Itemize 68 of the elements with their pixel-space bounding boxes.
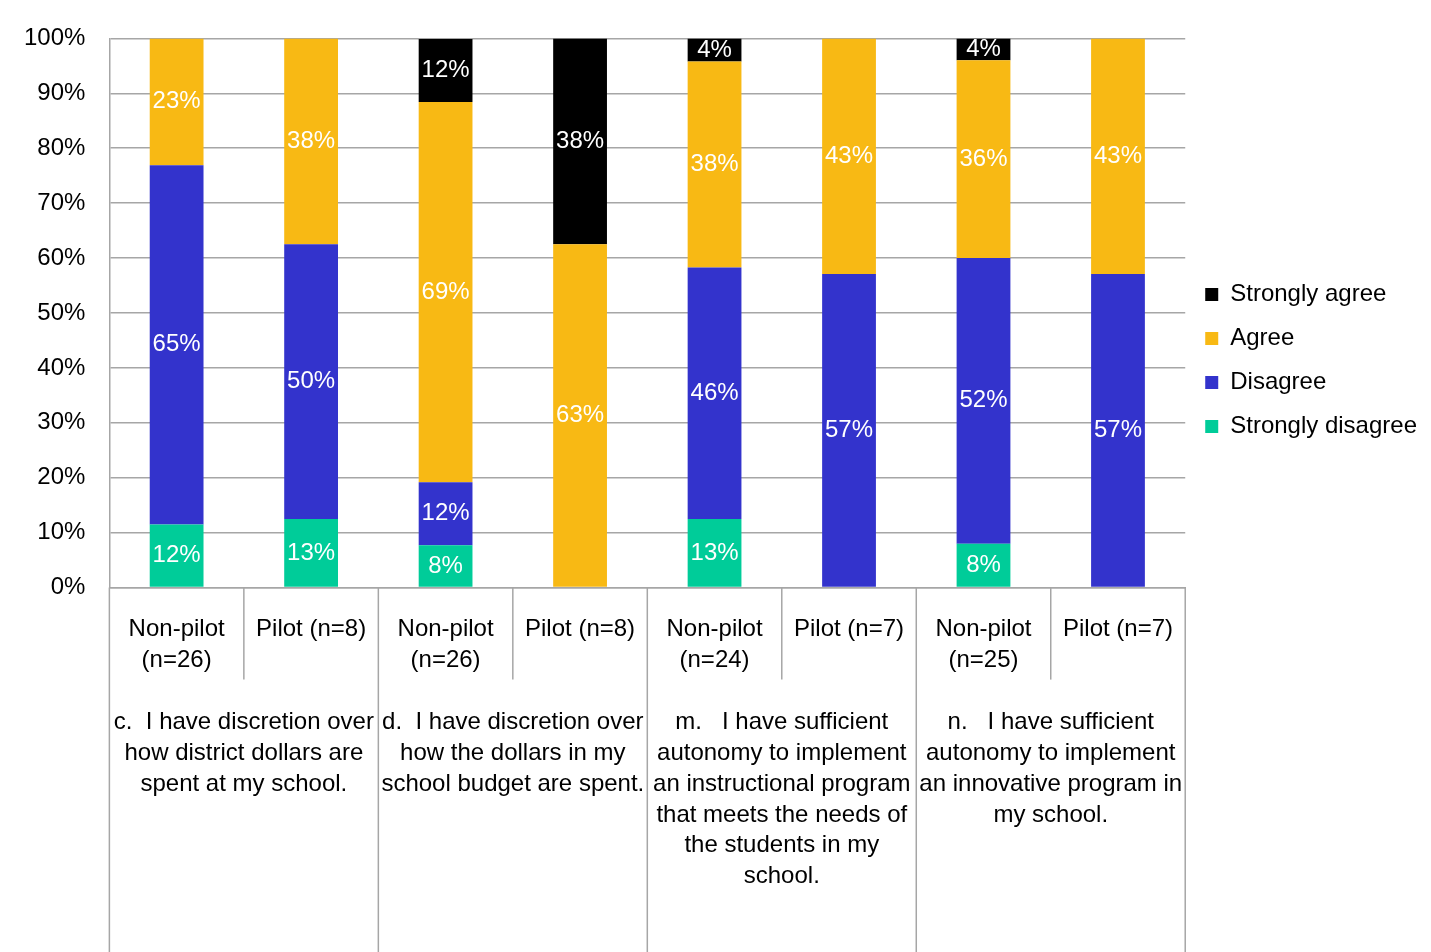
legend-label: Agree — [1230, 323, 1295, 351]
text: c. I have discretion over how district dollars are spent at my school. — [113, 707, 374, 796]
x-tick-label: Pilot (n=7) — [1062, 613, 1174, 641]
data-label: 36% — [959, 143, 1008, 171]
data-label: 12% — [152, 540, 201, 568]
data-label: 57% — [825, 415, 874, 443]
bar — [149, 165, 204, 525]
bar — [149, 524, 204, 587]
bar — [687, 61, 742, 268]
legend-label: Strongly agree — [1230, 279, 1387, 307]
data-label: 65% — [152, 329, 201, 357]
x-tick-label: Pilot (n=7) — [793, 613, 905, 641]
bar — [956, 60, 1011, 259]
bar — [1091, 38, 1145, 275]
y-tick-label: 90% — [37, 77, 86, 105]
data-label: 13% — [287, 537, 336, 565]
y-tick-label: 40% — [37, 352, 86, 380]
bar — [822, 38, 876, 275]
text: m. I have sufficient autonomy to implement an instructional program that meets the needs of the students in my school. — [653, 707, 911, 889]
data-label: 43% — [825, 140, 874, 168]
bar — [284, 518, 338, 587]
x-tick-label: Pilot (n=8) — [256, 613, 367, 641]
data-label: 57% — [1093, 415, 1143, 443]
bar — [418, 102, 473, 483]
y-tick-label: 50% — [37, 297, 86, 325]
x-tick-label: Non-pilot (n=26) — [397, 613, 494, 673]
data-label: 52% — [959, 385, 1008, 413]
data-label: 46% — [690, 377, 739, 405]
legend-label: Strongly disagree — [1230, 411, 1418, 439]
text: n. I have sufficient autonomy to implement an innovative program in my school. — [919, 707, 1183, 827]
y-tick-label: 100% — [23, 23, 86, 51]
x-tick-label: Non-pilot (n=25) — [935, 613, 1032, 673]
y-tick-label: 80% — [37, 132, 86, 160]
data-label: 12% — [421, 55, 470, 83]
data-label: 12% — [421, 498, 470, 526]
data-label: 38% — [690, 149, 739, 177]
bar — [553, 244, 607, 587]
x-tick-label: Non-pilot (n=26) — [128, 613, 225, 673]
y-tick-label: 30% — [37, 407, 86, 435]
data-label: 4% — [966, 34, 1001, 62]
data-label: 4% — [697, 34, 732, 62]
x-tick-label: Pilot (n=8) — [525, 613, 636, 641]
data-label: 13% — [690, 537, 739, 565]
data-label: 43% — [1093, 140, 1143, 168]
data-label: 63% — [556, 400, 605, 428]
y-tick-label: 60% — [37, 242, 86, 270]
data-label: 8% — [966, 549, 1001, 577]
y-tick-label: 0% — [50, 572, 86, 600]
bar — [149, 38, 204, 166]
y-tick-label: 10% — [37, 517, 86, 545]
y-tick-label: 70% — [37, 187, 86, 215]
text: d. I have discretion over how the dollars in my school budget are spent. — [381, 707, 645, 796]
legend-label: Disagree — [1230, 367, 1327, 395]
x-tick-label: Non-pilot (n=24) — [666, 613, 763, 673]
bar — [1091, 274, 1145, 587]
bar — [822, 274, 876, 587]
y-tick-label: 20% — [37, 462, 86, 490]
bar — [956, 258, 1011, 544]
data-label: 50% — [287, 366, 336, 394]
bar — [687, 267, 742, 519]
bar — [284, 38, 338, 245]
bar — [284, 244, 338, 519]
data-label: 23% — [152, 86, 201, 114]
bar — [553, 38, 607, 245]
data-label: 8% — [428, 550, 463, 578]
data-label: 38% — [287, 126, 336, 153]
data-label: 69% — [421, 276, 470, 304]
data-label: 38% — [556, 126, 605, 153]
